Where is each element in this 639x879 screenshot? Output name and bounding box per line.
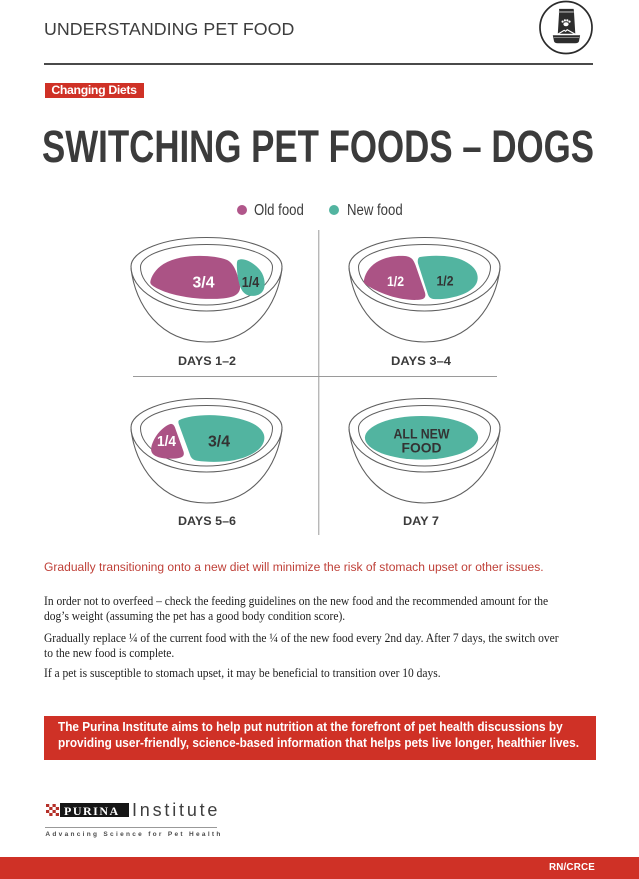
svg-text:ALL NEW: ALL NEW: [394, 426, 450, 441]
svg-text:1/4: 1/4: [157, 434, 176, 450]
svg-text:3/4: 3/4: [208, 434, 230, 451]
svg-text:1/4: 1/4: [242, 275, 260, 291]
svg-text:1/2: 1/2: [387, 273, 404, 289]
svg-text:3/4: 3/4: [193, 275, 215, 292]
svg-text:DAYS 1–2: DAYS 1–2: [178, 354, 236, 368]
svg-text:DAY 7: DAY 7: [403, 514, 439, 528]
svg-text:DAYS 3–4: DAYS 3–4: [391, 354, 451, 368]
svg-text:1/2: 1/2: [437, 273, 454, 289]
svg-text:FOOD: FOOD: [402, 440, 442, 455]
svg-text:DAYS 5–6: DAYS 5–6: [178, 514, 236, 528]
